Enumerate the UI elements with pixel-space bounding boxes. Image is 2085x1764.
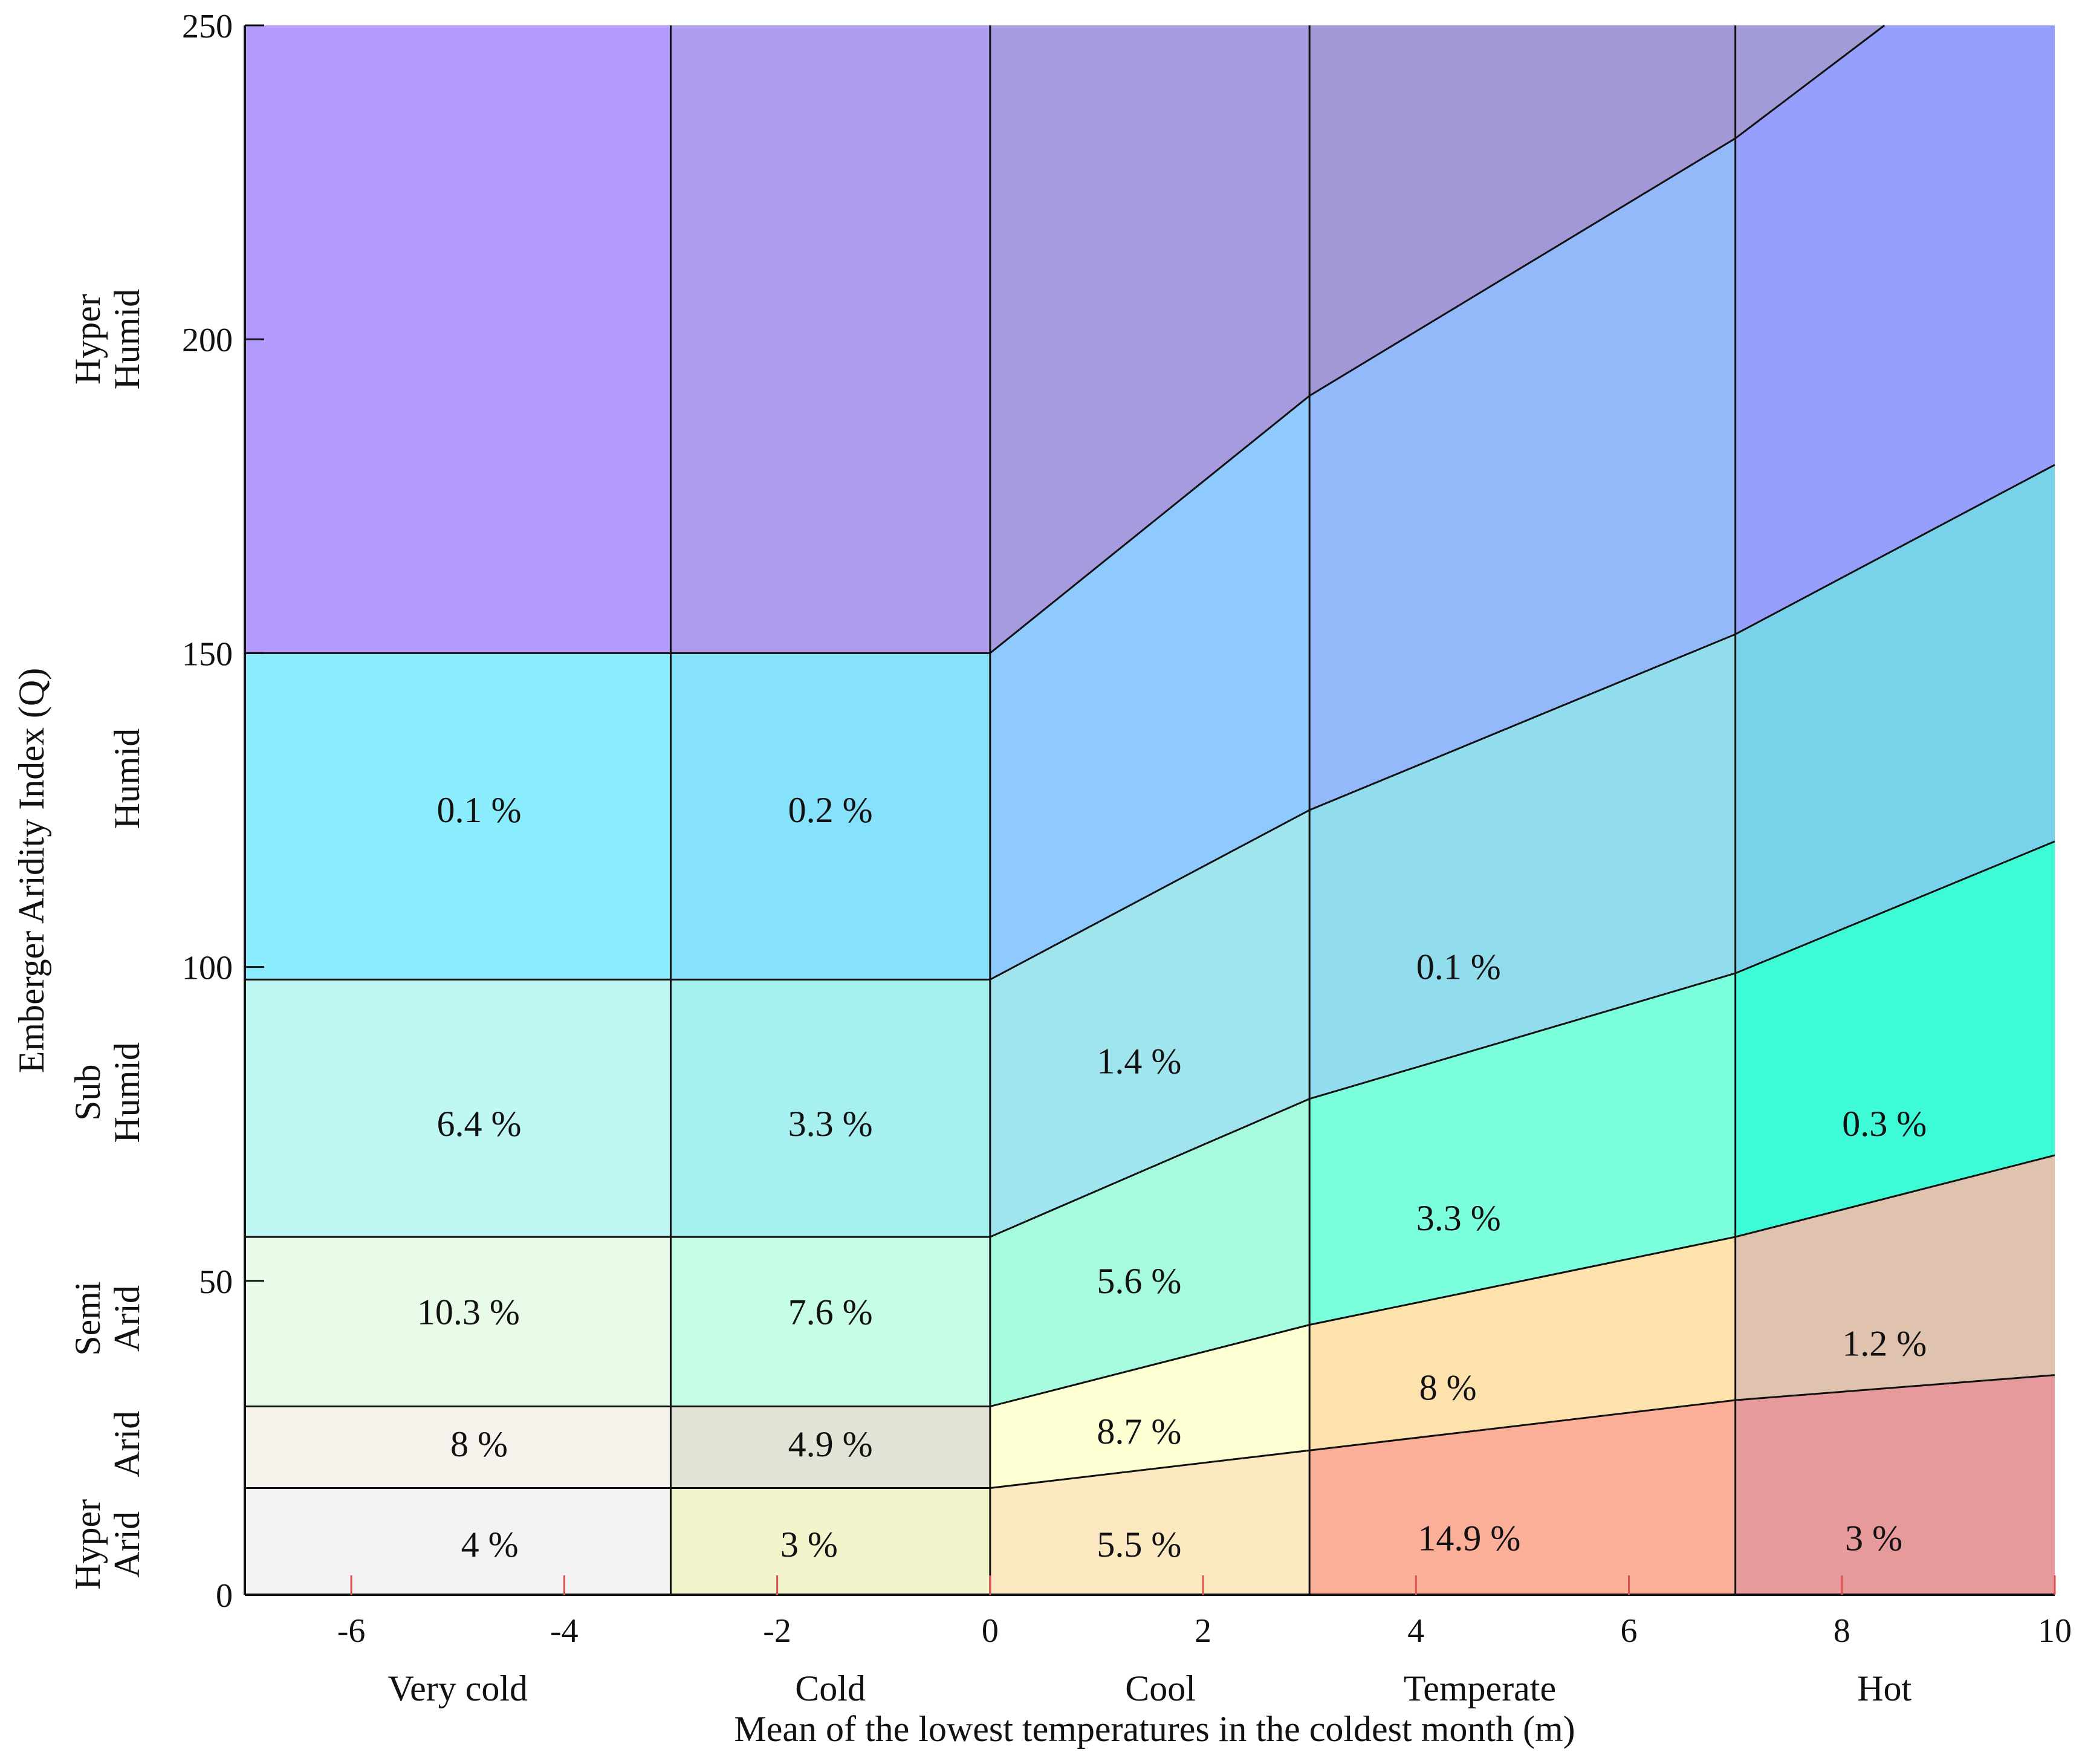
x-tick-label: 8 — [1834, 1612, 1850, 1650]
x-tick-label: 10 — [2038, 1612, 2072, 1650]
cell-percentage-label: 5.6 % — [1097, 1261, 1181, 1301]
temperature-class-label: Cold — [795, 1668, 866, 1708]
region-band-3-col-0 — [245, 979, 671, 1237]
region-band-0-col-2 — [990, 1450, 1310, 1595]
region-band-4-col-4 — [1735, 25, 2055, 635]
x-tick-label: 0 — [982, 1612, 999, 1650]
region-band-3-col-2 — [990, 810, 1310, 1237]
aridity-class-label: Semi — [68, 1281, 108, 1355]
region-band-4-col-3 — [1309, 138, 1736, 810]
region-band-1-col-3 — [1309, 1237, 1736, 1451]
region-band-0-col-0 — [245, 1488, 671, 1595]
cell-percentage-label: 3.3 % — [1416, 1198, 1501, 1238]
x-tick-label: 2 — [1195, 1612, 1211, 1650]
cell-percentage-label: 0.1 % — [436, 790, 521, 830]
y-axis-title: Emberger Aridity Index (Q) — [11, 668, 51, 1073]
cell-percentage-label: 4 % — [461, 1525, 519, 1565]
aridity-class-label: Humid — [107, 728, 147, 829]
region-band-5-col-3 — [1309, 25, 1736, 396]
region-band-0-col-4 — [1735, 1375, 2055, 1595]
region-band-2-col-4 — [1735, 841, 2055, 1237]
cell-percentage-label: 0.2 % — [788, 790, 873, 830]
x-tick-label: 6 — [1621, 1612, 1638, 1650]
region-band-0-col-3 — [1309, 1400, 1736, 1595]
aridity-class-label: Hyper — [68, 294, 108, 384]
cell-percentage-label: 1.4 % — [1097, 1041, 1181, 1081]
region-band-2-col-3 — [1309, 973, 1736, 1325]
cell-percentage-label: 3.3 % — [788, 1104, 873, 1144]
y-tick-label: 0 — [216, 1577, 233, 1615]
region-band-5-col-4 — [1735, 25, 2055, 138]
y-tick-label: 250 — [182, 8, 233, 45]
region-band-3-col-1 — [670, 979, 990, 1237]
cell-percentage-label: 14.9 % — [1418, 1519, 1520, 1558]
temperature-class-label: Hot — [1857, 1668, 1912, 1708]
x-tick-label: -6 — [337, 1612, 366, 1650]
cell-percentage-label: 6.4 % — [436, 1104, 521, 1144]
x-tick-label: -2 — [763, 1612, 791, 1650]
region-band-1-col-1 — [670, 1406, 990, 1488]
region-band-1-col-2 — [990, 1325, 1310, 1488]
aridity-class-label: Arid — [107, 1411, 147, 1477]
region-band-4-col-1 — [670, 653, 990, 980]
aridity-class-label: Humid — [107, 1042, 147, 1143]
cell-percentage-label: 8 % — [1419, 1367, 1477, 1407]
x-tick-label: -4 — [550, 1612, 579, 1650]
x-axis-title: Mean of the lowest temperatures in the c… — [734, 1709, 1575, 1749]
cell-percentage-label: 0.3 % — [1842, 1104, 1927, 1144]
y-tick-label: 100 — [182, 950, 233, 987]
region-band-1-col-4 — [1735, 1155, 2055, 1401]
region-band-2-col-1 — [670, 1237, 990, 1407]
y-tick-label: 50 — [199, 1263, 233, 1301]
cell-percentage-label: 5.5 % — [1097, 1525, 1181, 1565]
cell-percentage-label: 4.9 % — [788, 1424, 873, 1464]
aridity-class-label: Sub — [68, 1065, 108, 1121]
cell-percentage-label: 8.7 % — [1097, 1412, 1181, 1451]
x-tick-label: 4 — [1407, 1612, 1424, 1650]
region-band-1-col-0 — [245, 1406, 671, 1488]
cell-percentage-label: 0.1 % — [1416, 947, 1501, 987]
boundary-layer — [245, 24, 2055, 1595]
cell-percentage-label: 10.3 % — [417, 1292, 520, 1332]
region-band-5-col-2 — [990, 25, 1310, 653]
region-band-2-col-0 — [245, 1237, 671, 1407]
y-tick-label: 150 — [182, 635, 233, 673]
temperature-class-label: Cool — [1125, 1668, 1196, 1708]
cell-percentage-label: 3 % — [780, 1525, 838, 1565]
cell-percentage-label: 1.2 % — [1842, 1324, 1927, 1364]
aridity-class-label: Arid — [107, 1285, 147, 1352]
region-band-5-col-0 — [245, 25, 671, 653]
region-band-2-col-2 — [990, 1098, 1310, 1407]
cell-percentage-label: 7.6 % — [788, 1292, 873, 1332]
temperature-class-label: Temperate — [1404, 1668, 1556, 1708]
region-band-4-col-2 — [990, 395, 1310, 980]
region-band-4-col-0 — [245, 653, 671, 980]
temperature-class-label: Very cold — [387, 1668, 528, 1708]
region-layer — [245, 25, 2055, 1595]
region-band-5-col-1 — [670, 25, 990, 653]
y-tick-label: 200 — [182, 322, 233, 359]
aridity-class-label: Arid — [107, 1511, 147, 1578]
region-band-3-col-3 — [1309, 634, 1736, 1099]
aridity-class-label: Humid — [107, 289, 147, 390]
region-band-0-col-1 — [670, 1488, 990, 1595]
aridity-class-label: Hyper — [68, 1499, 108, 1590]
cell-percentage-label: 3 % — [1845, 1519, 1902, 1558]
cell-percentage-label: 8 % — [450, 1424, 508, 1464]
